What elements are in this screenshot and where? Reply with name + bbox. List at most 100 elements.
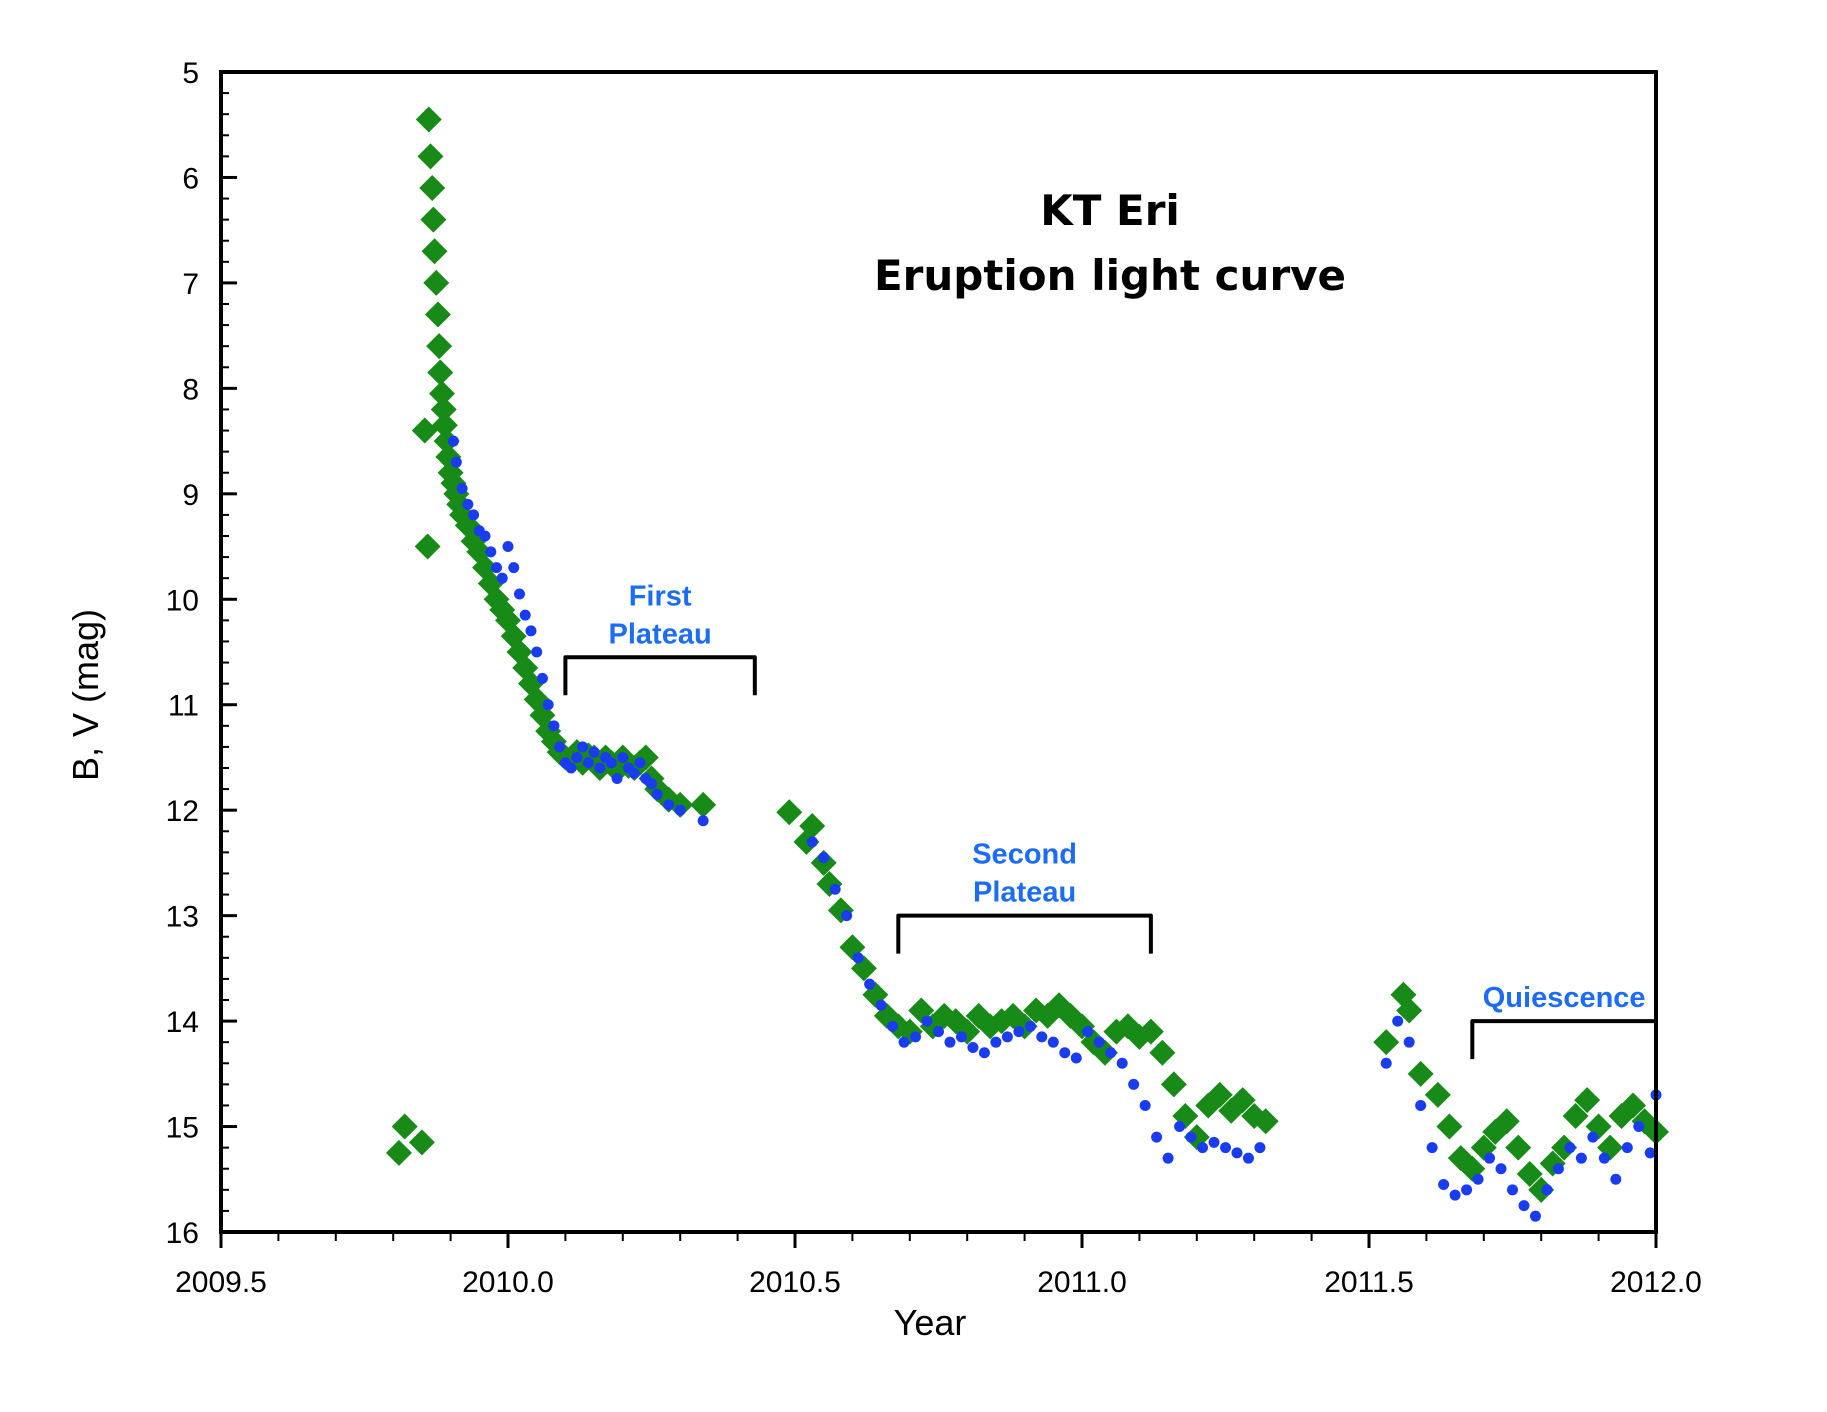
v-point <box>1396 997 1423 1024</box>
x-tick-label: 2011.0 <box>1037 1266 1127 1299</box>
v-point <box>1160 1071 1187 1098</box>
b-point <box>1036 1031 1048 1043</box>
b-point <box>565 762 577 774</box>
b-point <box>1552 1163 1564 1175</box>
b-point <box>921 1015 933 1027</box>
b-point <box>508 562 520 574</box>
b-point <box>1587 1131 1599 1143</box>
b-point <box>1564 1142 1576 1154</box>
annotation-label: First <box>629 580 692 612</box>
b-point <box>519 609 531 621</box>
annotation-label: Quiescence <box>1483 982 1646 1014</box>
b-point <box>1529 1210 1541 1222</box>
b-point <box>1047 1036 1059 1048</box>
v-point <box>424 301 451 328</box>
x-tick-label: 2010.5 <box>749 1266 841 1299</box>
v-point <box>430 396 457 423</box>
b-point <box>864 978 876 990</box>
b-point <box>806 836 818 848</box>
b-point <box>502 541 514 553</box>
b-point <box>990 1036 1002 1048</box>
b-point <box>1426 1142 1438 1154</box>
v-point <box>1149 1039 1176 1066</box>
v-point <box>1493 1108 1520 1135</box>
v-point <box>415 106 442 133</box>
b-point <box>1082 1026 1094 1038</box>
b-point <box>967 1041 979 1053</box>
v-point <box>411 417 438 444</box>
b-point <box>468 509 480 521</box>
b-point <box>1380 1057 1392 1069</box>
y-tick-label: 6 <box>182 162 199 195</box>
b-point <box>1461 1184 1473 1196</box>
b-point <box>1116 1057 1128 1069</box>
y-tick-label: 16 <box>166 1217 199 1250</box>
b-point <box>1139 1099 1151 1111</box>
b-point <box>447 435 459 447</box>
v-point <box>385 1139 412 1166</box>
v-point <box>408 1129 435 1156</box>
b-point <box>582 757 594 769</box>
b-point <box>491 562 503 574</box>
b-point <box>525 625 537 637</box>
v-point <box>419 175 446 201</box>
annotation-label: Second <box>972 839 1077 871</box>
v-point <box>690 791 717 818</box>
b-point <box>1392 1015 1404 1027</box>
b-point <box>818 852 830 864</box>
b-point <box>1254 1142 1266 1154</box>
v-point <box>776 799 803 826</box>
annotation-group: First Plateau <box>563 580 757 696</box>
b-point <box>933 1026 944 1038</box>
b-point <box>1472 1173 1484 1185</box>
b-point <box>594 762 606 774</box>
v-point <box>1620 1092 1647 1119</box>
b-point <box>1059 1047 1071 1059</box>
b-point <box>531 646 543 658</box>
b-point <box>1070 1052 1082 1064</box>
y-tick-label: 8 <box>182 373 199 406</box>
v-point <box>426 333 453 360</box>
b-point <box>479 530 491 542</box>
annotation-bracket <box>896 913 1153 954</box>
b-point <box>536 672 548 684</box>
y-axis-ticks: 5 6 7 8 9 10 11 12 13 14 15 16 <box>166 57 237 1250</box>
v-point <box>942 1008 969 1035</box>
b-point <box>496 572 508 584</box>
v-point <box>1373 1029 1400 1056</box>
v-point <box>1505 1134 1532 1161</box>
annotation-label: Plateau <box>973 877 1076 909</box>
v-point <box>931 1002 958 1029</box>
y-tick-label: 15 <box>166 1112 199 1145</box>
v-point <box>1137 1018 1164 1045</box>
b-point <box>1598 1152 1610 1164</box>
v-point <box>1562 1103 1589 1129</box>
v-point <box>1407 1060 1434 1087</box>
title-block: KT Eri Eruption light curve <box>874 186 1346 300</box>
y-tick-label: 10 <box>166 584 199 617</box>
b-point <box>1495 1163 1507 1175</box>
b-point <box>617 751 629 763</box>
b-point <box>1093 1036 1105 1048</box>
v-point <box>427 359 454 386</box>
v-point <box>433 428 460 455</box>
v-point <box>1528 1176 1555 1203</box>
b-point <box>898 1036 910 1048</box>
b-point <box>944 1036 956 1048</box>
b-point <box>1644 1147 1656 1159</box>
b-point <box>634 757 646 769</box>
b-point <box>1128 1078 1140 1090</box>
annotation-layer: First Plateau Second Plateau Quiescence <box>563 580 1658 1060</box>
b-point <box>456 483 468 495</box>
b-point <box>1208 1136 1220 1148</box>
v-point <box>423 269 450 296</box>
annotation-label: Plateau <box>609 618 712 650</box>
b-point <box>910 1031 922 1043</box>
y-tick-label: 13 <box>166 901 199 934</box>
x-tick-label: 2012.0 <box>1610 1266 1702 1299</box>
b-point <box>1415 1099 1427 1111</box>
b-point <box>577 741 589 753</box>
b-point <box>852 952 864 964</box>
b-point <box>1024 1020 1036 1032</box>
y-axis-title: B, V (mag) <box>65 609 106 781</box>
